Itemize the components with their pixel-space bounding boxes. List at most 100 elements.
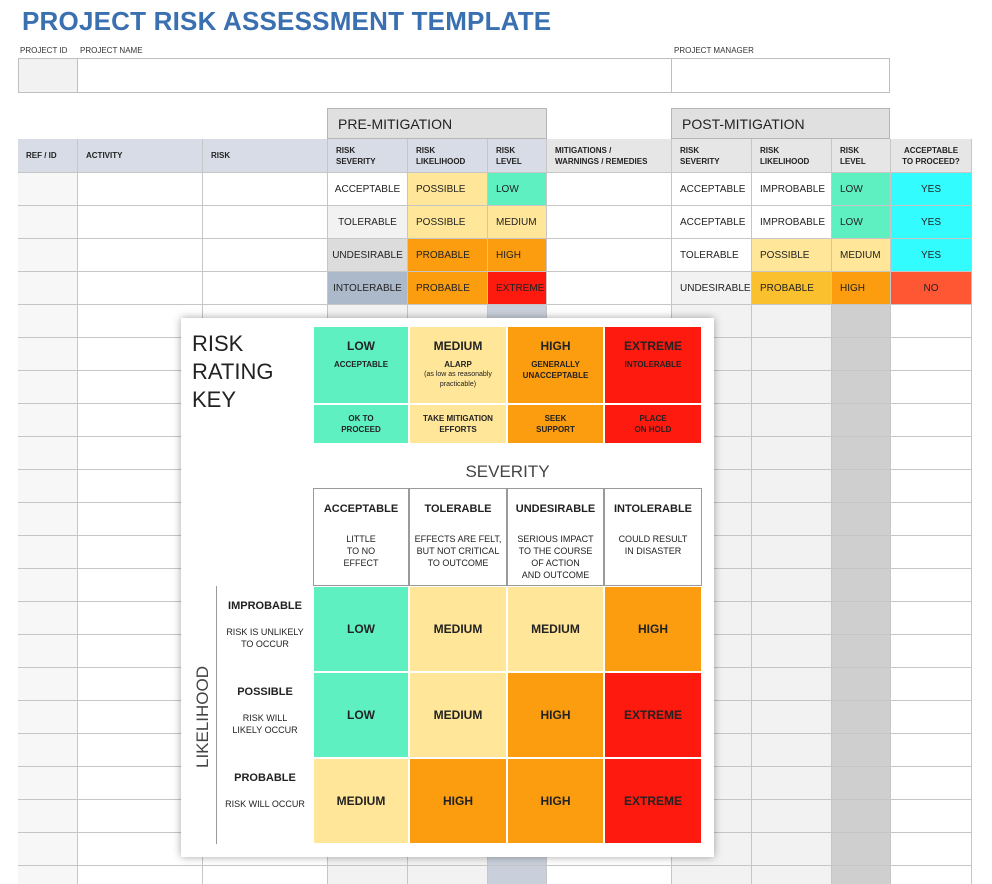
table-cell[interactable] <box>832 437 891 470</box>
cell-pre-lik[interactable]: PROBABLE <box>408 239 488 272</box>
table-cell[interactable] <box>891 503 972 536</box>
table-cell[interactable] <box>752 833 832 866</box>
table-cell[interactable] <box>832 503 891 536</box>
cell-pre-lik[interactable]: POSSIBLE <box>408 173 488 206</box>
table-cell[interactable] <box>832 404 891 437</box>
cell-proceed[interactable]: YES <box>891 239 972 272</box>
table-cell[interactable] <box>18 701 78 734</box>
table-cell[interactable] <box>18 767 78 800</box>
cell-pre-lik[interactable]: PROBABLE <box>408 272 488 305</box>
table-cell[interactable] <box>203 206 328 239</box>
table-cell[interactable] <box>752 536 832 569</box>
table-cell[interactable] <box>832 536 891 569</box>
table-cell[interactable] <box>18 338 78 371</box>
table-cell[interactable] <box>18 635 78 668</box>
table-cell[interactable] <box>891 833 972 866</box>
table-cell[interactable] <box>832 635 891 668</box>
table-cell[interactable] <box>547 866 672 884</box>
table-cell[interactable] <box>18 734 78 767</box>
cell-proceed[interactable]: NO <box>891 272 972 305</box>
table-cell[interactable] <box>78 239 203 272</box>
table-cell[interactable] <box>832 371 891 404</box>
table-cell[interactable] <box>547 206 672 239</box>
table-cell[interactable] <box>752 503 832 536</box>
table-cell[interactable] <box>547 173 672 206</box>
table-cell[interactable] <box>832 734 891 767</box>
table-cell[interactable] <box>832 833 891 866</box>
table-cell[interactable] <box>891 635 972 668</box>
table-cell[interactable] <box>832 338 891 371</box>
table-cell[interactable] <box>18 404 78 437</box>
table-cell[interactable] <box>18 305 78 338</box>
cell-post-lik[interactable]: PROBABLE <box>752 272 832 305</box>
table-cell[interactable] <box>18 602 78 635</box>
table-cell[interactable] <box>832 800 891 833</box>
cell-pre-lvl[interactable]: HIGH <box>488 239 547 272</box>
table-cell[interactable] <box>752 404 832 437</box>
cell-pre-sev[interactable]: ACCEPTABLE <box>328 173 408 206</box>
table-cell[interactable] <box>328 866 408 884</box>
table-cell[interactable] <box>752 734 832 767</box>
cell-post-lvl[interactable]: LOW <box>832 173 891 206</box>
table-cell[interactable] <box>203 272 328 305</box>
cell-pre-sev[interactable]: INTOLERABLE <box>328 272 408 305</box>
cell-proceed[interactable]: YES <box>891 173 972 206</box>
cell-ref[interactable] <box>18 272 78 305</box>
table-cell[interactable] <box>18 800 78 833</box>
table-cell[interactable] <box>752 668 832 701</box>
table-cell[interactable] <box>752 701 832 734</box>
table-cell[interactable] <box>832 866 891 884</box>
table-cell[interactable] <box>891 338 972 371</box>
table-cell[interactable] <box>78 866 203 884</box>
table-cell[interactable] <box>752 602 832 635</box>
table-cell[interactable] <box>752 305 832 338</box>
table-cell[interactable] <box>752 371 832 404</box>
table-cell[interactable] <box>752 635 832 668</box>
table-cell[interactable] <box>752 338 832 371</box>
cell-pre-lvl[interactable]: LOW <box>488 173 547 206</box>
table-cell[interactable] <box>752 866 832 884</box>
table-cell[interactable] <box>891 437 972 470</box>
cell-proceed[interactable]: YES <box>891 206 972 239</box>
cell-post-sev[interactable]: ACCEPTABLE <box>672 206 752 239</box>
table-cell[interactable] <box>891 569 972 602</box>
cell-pre-lvl[interactable]: MEDIUM <box>488 206 547 239</box>
table-cell[interactable] <box>18 503 78 536</box>
table-cell[interactable] <box>832 767 891 800</box>
table-cell[interactable] <box>891 701 972 734</box>
cell-ref[interactable] <box>18 206 78 239</box>
cell-post-lik[interactable]: POSSIBLE <box>752 239 832 272</box>
table-cell[interactable] <box>752 569 832 602</box>
table-cell[interactable] <box>203 239 328 272</box>
cell-post-sev[interactable]: ACCEPTABLE <box>672 173 752 206</box>
table-cell[interactable] <box>78 272 203 305</box>
table-cell[interactable] <box>832 305 891 338</box>
cell-post-sev[interactable]: UNDESIRABLE <box>672 272 752 305</box>
table-cell[interactable] <box>752 800 832 833</box>
table-cell[interactable] <box>18 866 78 884</box>
cell-post-lik[interactable]: IMPROBABLE <box>752 206 832 239</box>
table-cell[interactable] <box>832 470 891 503</box>
table-cell[interactable] <box>891 470 972 503</box>
project-manager-field[interactable] <box>671 58 890 93</box>
table-cell[interactable] <box>891 866 972 884</box>
table-cell[interactable] <box>547 239 672 272</box>
table-cell[interactable] <box>203 173 328 206</box>
table-cell[interactable] <box>891 668 972 701</box>
table-cell[interactable] <box>18 371 78 404</box>
table-cell[interactable] <box>891 536 972 569</box>
project-id-field[interactable] <box>18 58 78 93</box>
table-cell[interactable] <box>832 569 891 602</box>
table-cell[interactable] <box>672 866 752 884</box>
table-cell[interactable] <box>78 173 203 206</box>
cell-pre-sev[interactable]: UNDESIRABLE <box>328 239 408 272</box>
table-cell[interactable] <box>891 767 972 800</box>
cell-post-lvl[interactable]: MEDIUM <box>832 239 891 272</box>
table-cell[interactable] <box>547 272 672 305</box>
cell-post-lik[interactable]: IMPROBABLE <box>752 173 832 206</box>
table-cell[interactable] <box>18 668 78 701</box>
table-cell[interactable] <box>408 866 488 884</box>
table-cell[interactable] <box>752 437 832 470</box>
table-cell[interactable] <box>752 470 832 503</box>
table-cell[interactable] <box>832 701 891 734</box>
